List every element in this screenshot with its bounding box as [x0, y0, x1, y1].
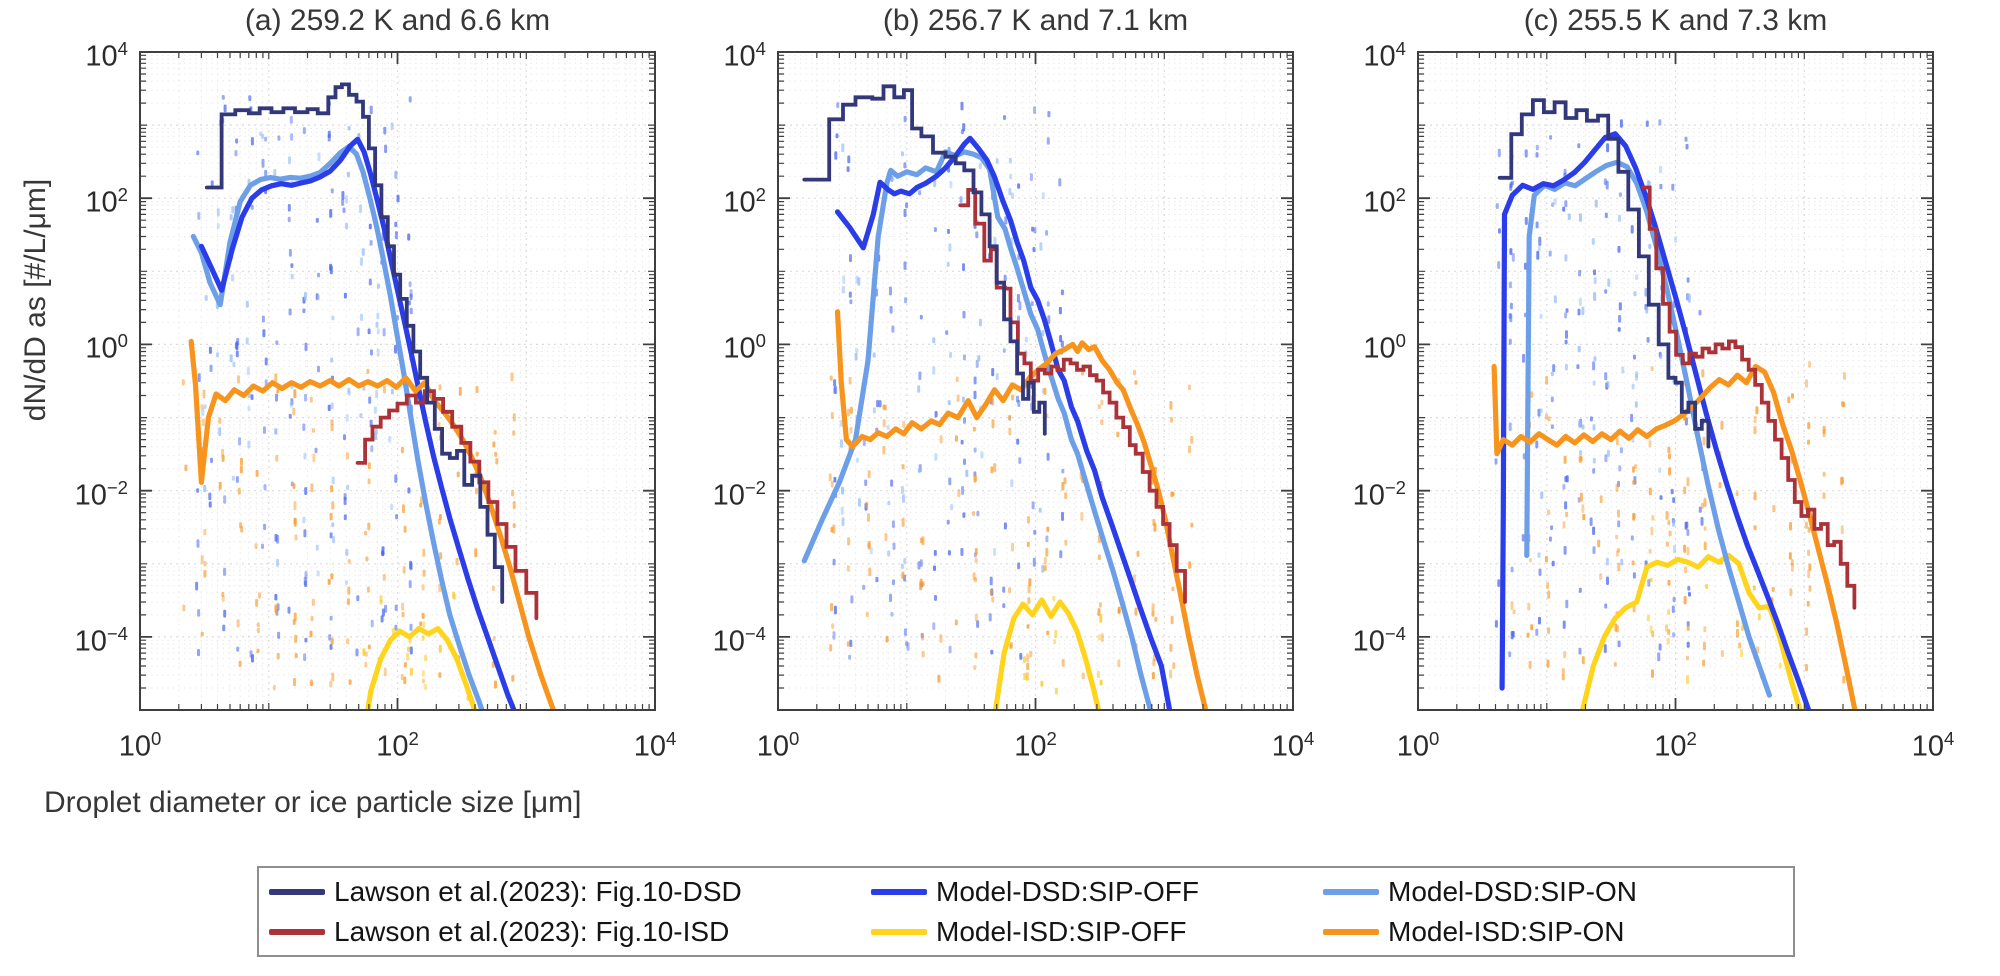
series-curves — [1491, 98, 1858, 710]
panel-b-xtick-2: 104 — [1271, 728, 1315, 763]
panel-c-ytick-3: 10−2 — [1352, 476, 1406, 512]
minor-ticks — [140, 52, 655, 710]
panel-c-xtick-2: 104 — [1911, 728, 1955, 763]
legend-line-swatch-lawson-isd — [269, 929, 325, 935]
panel-c-ytick-4: 10−4 — [1352, 622, 1406, 658]
legend-label: Model-ISD:SIP-OFF — [936, 916, 1187, 947]
series-model-isd-off — [365, 626, 478, 710]
major-ticks — [777, 51, 1294, 710]
legend-entry-lawson-dsd: Lawson et al.(2023): Fig.10-DSD — [269, 876, 742, 908]
major-gridlines — [140, 52, 655, 710]
legend-label: Model-ISD:SIP-ON — [1388, 916, 1625, 947]
panel-c — [1417, 51, 1934, 711]
series-model-dsd-off — [834, 135, 1173, 710]
legend: Lawson et al.(2023): Fig.10-DSD Model-DS… — [257, 866, 1795, 957]
major-ticks — [139, 51, 656, 710]
series-lawson-dsd — [204, 82, 505, 604]
panel-a-ytick-3: 10−2 — [74, 476, 128, 512]
panel-b-ytick-0: 104 — [723, 38, 766, 73]
series-curves — [188, 82, 557, 710]
series-lawson-isd — [355, 389, 539, 621]
legend-line-swatch-model-isd-sip-on — [1323, 929, 1379, 935]
series-model-dsd-on — [801, 149, 1153, 710]
panel-a-xtick-1: 102 — [376, 728, 419, 763]
legend-line-swatch-model-dsd-sip-off — [871, 889, 927, 895]
legend-entry-lawson-isd: Lawson et al.(2023): Fig.10-ISD — [269, 916, 729, 948]
panel-c-ytick-2: 100 — [1363, 330, 1406, 366]
panel-a-xtick-0: 100 — [118, 728, 162, 763]
scatter-points — [181, 95, 517, 701]
legend-line-swatch-model-dsd-sip-on — [1323, 889, 1379, 895]
legend-entry-model-dsd-sip-on: Model-DSD:SIP-ON — [1323, 876, 1637, 908]
series-lawson-dsd — [802, 84, 1047, 436]
series-lawson-dsd — [1497, 98, 1711, 449]
panel-c-ytick-0: 104 — [1363, 38, 1406, 73]
x-axis-label: Droplet diameter or ice particle size [μ… — [44, 786, 582, 819]
panel-c-ytick-1: 102 — [1363, 184, 1406, 219]
series-model-dsd-on — [190, 143, 485, 710]
panel-b-ytick-1: 102 — [723, 184, 766, 219]
legend-label: Model-DSD:SIP-OFF — [936, 876, 1199, 907]
legend-line-swatch-lawson-dsd — [269, 889, 325, 895]
panel-a — [139, 51, 656, 711]
legend-label: Lawson et al.(2023): Fig.10-ISD — [334, 916, 730, 947]
major-ticks — [1417, 51, 1934, 710]
panel-b — [777, 51, 1294, 711]
series-model-isd-on — [188, 338, 557, 710]
minor-ticks — [1418, 52, 1933, 710]
panel-b-ytick-3: 10−2 — [712, 476, 766, 512]
minor-ticks — [778, 52, 1293, 710]
panel-c-title: (c) 255.5 K and 7.3 km — [1523, 4, 1828, 37]
legend-label: Model-DSD:SIP-ON — [1388, 876, 1637, 907]
panel-a-ytick-4: 10−4 — [74, 622, 128, 658]
major-gridlines — [1418, 52, 1933, 710]
panel-b-ytick-2: 100 — [723, 330, 766, 366]
panel-b-xtick-0: 100 — [756, 728, 800, 763]
legend-line-swatch-model-isd-sip-off — [871, 929, 927, 935]
panel-a-xtick-2: 104 — [633, 728, 677, 763]
series-lawson-isd — [1641, 185, 1857, 610]
series-curves — [801, 84, 1209, 710]
panel-a-ytick-2: 100 — [85, 330, 128, 366]
panel-b-ytick-4: 10−4 — [712, 622, 766, 658]
series-model-isd-on — [1491, 363, 1858, 710]
panel-b-title: (b) 256.7 K and 7.1 km — [882, 4, 1189, 37]
legend-entry-model-isd-sip-off: Model-ISD:SIP-OFF — [871, 916, 1186, 948]
legend-entry-model-dsd-sip-off: Model-DSD:SIP-OFF — [871, 876, 1199, 908]
series-model-isd-off — [992, 597, 1102, 710]
series-model-dsd-off — [198, 136, 517, 710]
panel-c-xtick-1: 102 — [1654, 728, 1697, 763]
legend-label: Lawson et al.(2023): Fig.10-DSD — [334, 876, 742, 907]
panel-b-xtick-1: 102 — [1014, 728, 1057, 763]
series-model-dsd-off — [1499, 131, 1812, 710]
panel-a-title: (a) 259.2 K and 6.6 km — [244, 4, 551, 37]
panel-c-xtick-0: 100 — [1396, 728, 1440, 763]
series-model-isd-on — [834, 309, 1209, 710]
panel-a-ytick-1: 102 — [85, 184, 128, 219]
legend-entry-model-isd-sip-on: Model-ISD:SIP-ON — [1323, 916, 1625, 948]
panel-a-ytick-0: 104 — [85, 38, 128, 73]
